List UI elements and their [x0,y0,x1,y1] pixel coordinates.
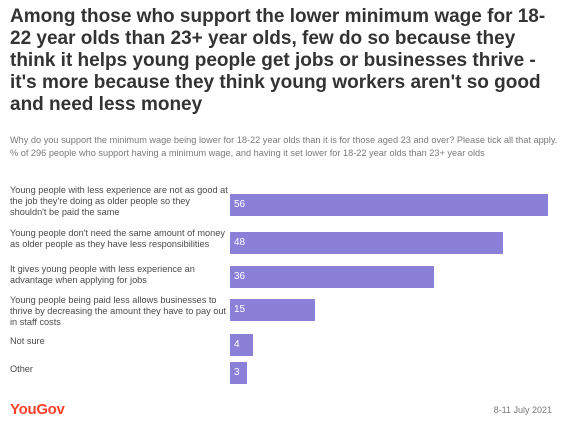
category-label: Young people with less experience are no… [10,185,228,217]
bar [230,194,548,216]
bar [230,232,503,254]
chart-subtitle: Why do you support the minimum wage bein… [10,135,558,158]
survey-date: 8-11 July 2021 [493,405,552,415]
bar [230,299,315,321]
bar-value-label: 3 [234,367,240,378]
bar [230,266,434,288]
chart-title: Among those who support the lower minimu… [10,6,546,115]
bar-value-label: 4 [234,339,240,350]
category-label: Other [10,364,33,374]
bar [230,362,247,384]
category-label: Young people don't need the same amount … [10,228,225,249]
yougov-logo: YouGov [10,401,65,418]
bar-value-label: 48 [234,237,246,248]
bar-value-label: 15 [234,304,246,315]
bar [230,334,253,356]
category-label: Young people being paid less allows busi… [10,295,227,327]
category-label: Not sure [10,336,45,346]
category-label: It gives young people with less experien… [10,264,195,285]
bar-value-label: 36 [234,271,246,282]
bar-value-label: 56 [234,199,246,210]
